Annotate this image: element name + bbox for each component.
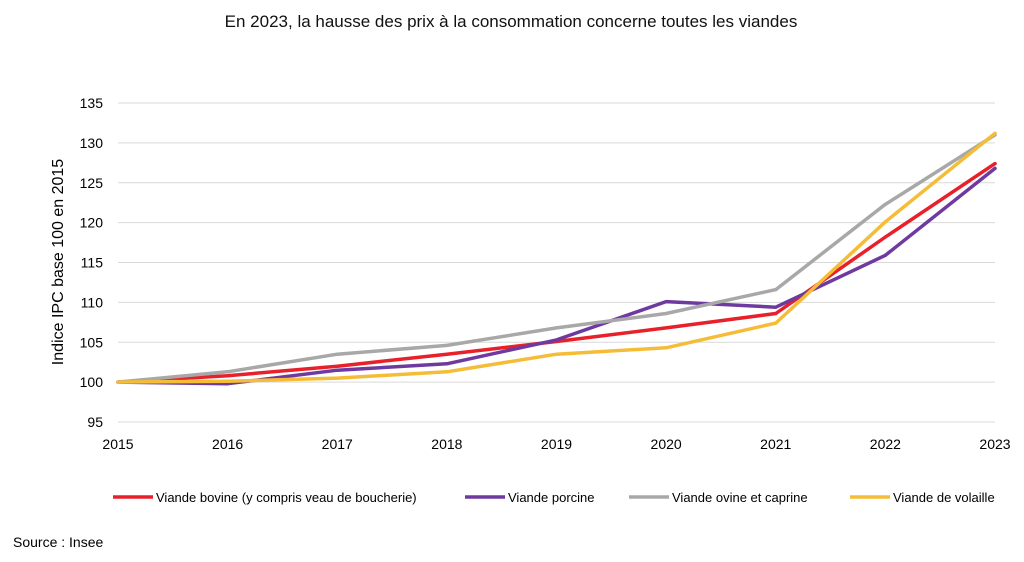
x-axis-ticks: 2015 2016 2017 2018 2019 2020 2021 2022 2023 [102,436,1010,452]
series-lines [116,131,997,386]
y-tick-label: 115 [81,255,104,271]
y-tick-label: 105 [80,334,104,350]
data-point [774,305,778,309]
x-tick-label: 2021 [760,436,791,452]
x-tick-label: 2015 [102,436,133,452]
data-point [993,162,997,166]
data-point [445,352,449,356]
y-tick-label: 125 [80,175,104,191]
data-point [116,380,120,384]
legend-label: Viande ovine et caprine [672,490,808,505]
data-point [883,220,887,224]
data-point [335,364,339,368]
data-point [993,166,997,170]
data-point [226,374,230,378]
data-point [883,253,887,257]
data-point [664,326,668,330]
y-tick-label: 130 [80,135,104,151]
gridlines [118,102,995,423]
y-tick-label: 95 [87,414,103,430]
data-point [554,326,559,330]
y-axis-ticks: 95 100 105 110 115 120 125 130 135 [80,95,104,430]
data-point [883,235,887,239]
y-tick-label: 100 [80,374,104,390]
data-point [774,321,778,325]
source-note: Source : Insee [13,534,103,550]
data-point [993,131,997,135]
data-point [445,362,449,366]
x-tick-label: 2016 [212,436,243,452]
x-tick-label: 2017 [322,436,353,452]
series-line-0 [116,161,997,384]
data-point [664,299,668,304]
x-tick-label: 2022 [870,436,901,452]
legend-label: Viande bovine (y compris veau de boucher… [156,490,417,505]
data-point [335,368,339,372]
y-axis-label: Indice IPC base 100 en 2015 [50,159,67,365]
data-point [774,311,778,316]
legend-label: Viande porcine [508,490,595,505]
x-tick-label: 2019 [541,436,572,452]
chart-title: En 2023, la hausse des prix à la consomm… [225,12,798,31]
data-point [335,376,339,380]
data-point [226,379,230,383]
data-point [774,288,778,292]
y-tick-label: 135 [80,95,104,111]
series-line-2 [116,133,997,384]
data-point [664,346,668,350]
y-tick-label: 110 [81,294,104,310]
legend: Viande bovine (y compris veau de boucher… [113,490,995,505]
data-point [554,338,559,342]
y-tick-label: 120 [80,215,104,231]
series-line-3 [116,131,997,384]
series-line-1 [116,166,997,386]
data-point [664,311,668,316]
data-point [554,352,559,356]
data-point [445,343,449,348]
data-point [335,352,339,356]
x-tick-label: 2020 [651,436,682,452]
legend-label: Viande de volaille [893,490,995,505]
data-point [226,370,230,374]
x-tick-label: 2018 [431,436,462,452]
data-point [445,370,449,374]
data-point [883,202,887,206]
x-tick-label: 2023 [979,436,1010,452]
